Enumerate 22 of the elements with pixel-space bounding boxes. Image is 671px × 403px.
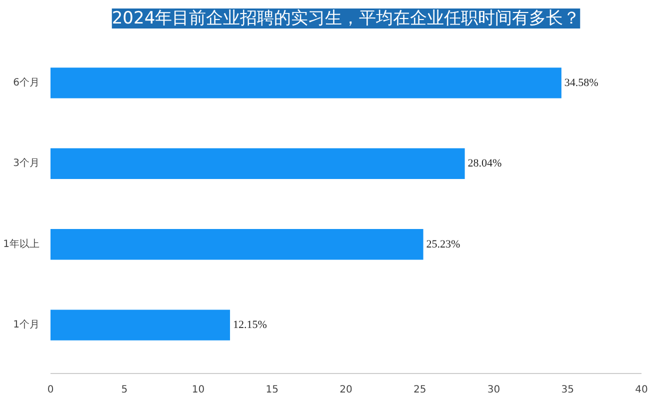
- data-label: 25.23%: [426, 238, 460, 250]
- x-tick-label: 0: [47, 384, 54, 396]
- data-label: 34.58%: [564, 76, 598, 89]
- bar: [50, 68, 562, 98]
- y-tick-label: 1个月: [13, 318, 40, 331]
- x-tick-label: 10: [192, 384, 205, 396]
- x-tick-label: 5: [121, 384, 128, 396]
- bar: [50, 229, 424, 260]
- bar: [50, 148, 465, 179]
- y-tick-label: 6个月: [13, 76, 40, 88]
- y-tick-label: 3个月: [13, 157, 40, 170]
- x-tick-label: 25: [414, 384, 426, 396]
- y-tick-label: 1年以上: [3, 238, 40, 250]
- x-tick-label: 30: [487, 384, 500, 396]
- x-tick-label: 35: [561, 384, 574, 396]
- x-tick-label: 15: [266, 384, 278, 396]
- bar: [50, 310, 230, 340]
- data-label: 28.04%: [468, 158, 502, 170]
- x-tick-label: 40: [635, 384, 648, 396]
- x-tick-label: 20: [340, 384, 352, 396]
- chart-title: 2024年目前企业招聘的实习生，平均在企业任职时间有多长？: [112, 8, 580, 28]
- data-label: 12.15%: [233, 319, 267, 332]
